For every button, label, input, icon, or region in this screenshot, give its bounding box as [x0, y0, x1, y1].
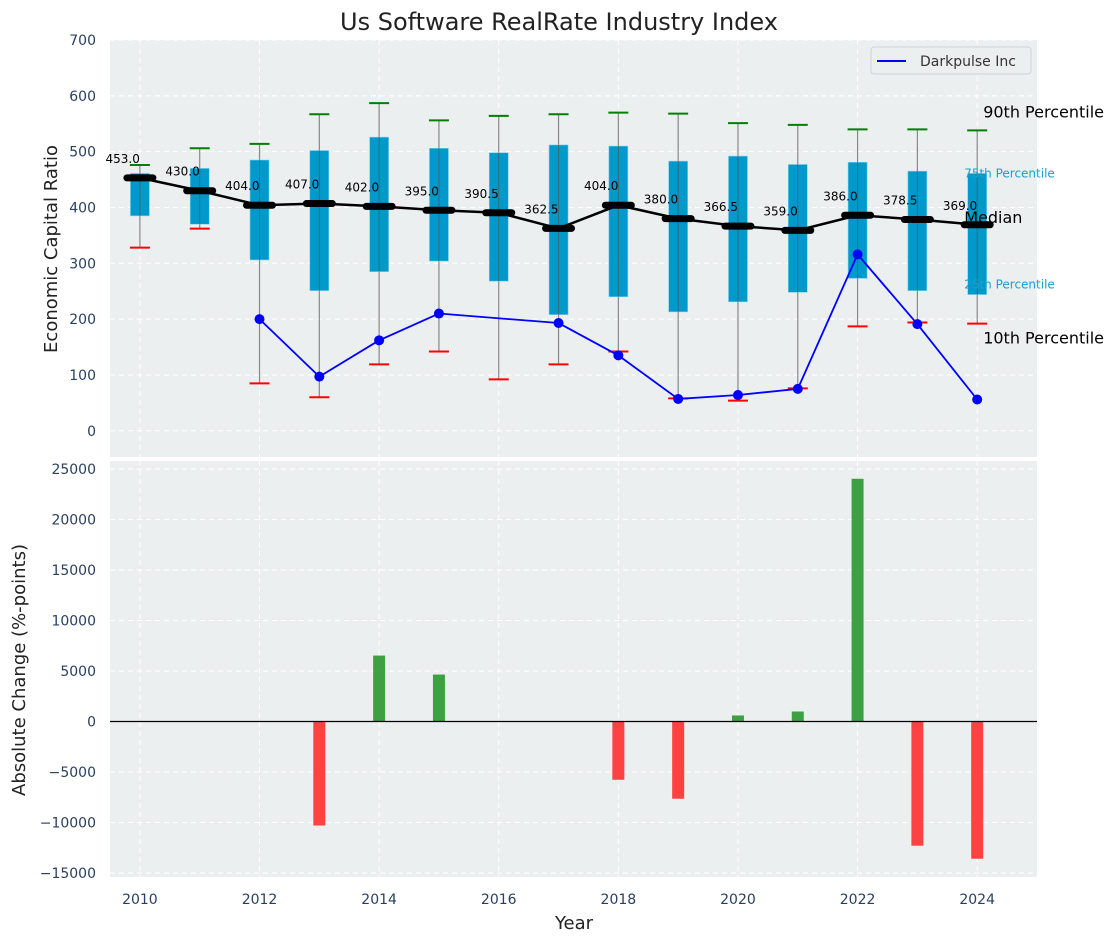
x-tick-label: 2010 — [122, 892, 158, 908]
median-value-label: 380.0 — [644, 193, 678, 207]
change-bar — [612, 721, 625, 780]
bottom-plot: 2010 2012 2014 2016 2018 2020 2022 2024 −15000 −1… — [40, 461, 1037, 908]
y-tick-label: 20000 — [51, 513, 96, 529]
median-value-label: 404.0 — [584, 179, 618, 193]
y-tick-label: 400 — [69, 200, 96, 216]
chart-title: Us Software RealRate Industry Index — [340, 8, 778, 36]
median-value-label: 430.0 — [165, 165, 199, 179]
top-plot: 0 100 200 300 400 500 600 700 453.0 430.0 404.0 407… — [69, 33, 1104, 457]
darkpulse-point — [673, 393, 684, 404]
y-tick-label: −10000 — [40, 815, 96, 831]
y-tick-label: −15000 — [40, 866, 96, 882]
change-bar — [672, 721, 685, 799]
darkpulse-point — [314, 371, 325, 382]
median-value-label: 402.0 — [345, 180, 379, 194]
annotation-p75: 75th Percentile — [964, 166, 1055, 180]
y-tick-label: 600 — [69, 89, 96, 105]
median-value-label: 386.0 — [823, 189, 857, 203]
darkpulse-point — [553, 318, 564, 329]
change-bar — [791, 711, 804, 722]
median-value-label: 395.0 — [405, 184, 439, 198]
change-bar — [911, 721, 924, 846]
x-axis-label: Year — [554, 913, 594, 934]
median-value-label: 378.5 — [883, 193, 917, 207]
median-value-label: 407.0 — [285, 178, 319, 192]
change-bar — [851, 478, 864, 722]
y-tick-label: 5000 — [60, 664, 96, 680]
darkpulse-line — [258, 252, 978, 401]
annotation-median: Median — [964, 208, 1022, 227]
darkpulse-point — [972, 394, 983, 405]
change-bar — [313, 721, 326, 826]
x-tick-label: 2012 — [242, 892, 278, 908]
x-tick-label: 2016 — [481, 892, 517, 908]
x-tick-label: 2020 — [720, 892, 756, 908]
bottom-plot-background — [110, 461, 1037, 877]
x-tick-label: 2022 — [840, 892, 876, 908]
top-y-axis-label: Economic Capital Ratio — [41, 145, 62, 353]
darkpulse-point — [792, 383, 803, 394]
y-tick-label: 100 — [69, 368, 96, 384]
y-tick-label: 500 — [69, 145, 96, 161]
legend-label-darkpulse: Darkpulse Inc — [920, 54, 1016, 70]
change-bar — [731, 715, 744, 722]
y-tick-label: 0 — [87, 715, 96, 731]
y-tick-label: 300 — [69, 256, 96, 272]
median-value-label: 362.5 — [524, 202, 558, 216]
y-tick-label: 0 — [87, 424, 96, 440]
annotation-p10: 10th Percentile — [983, 329, 1104, 348]
darkpulse-point — [852, 249, 863, 260]
darkpulse-point — [374, 335, 385, 346]
median-value-label: 390.5 — [464, 187, 498, 201]
y-tick-label: 25000 — [51, 462, 96, 478]
annotation-p25: 25th Percentile — [964, 278, 1055, 292]
y-tick-label: 10000 — [51, 614, 96, 630]
bottom-y-axis-label: Absolute Change (%-points) — [9, 544, 30, 796]
y-tick-label: 700 — [69, 33, 96, 49]
median-value-label: 359.0 — [763, 204, 797, 218]
x-tick-label: 2018 — [601, 892, 637, 908]
darkpulse-point — [433, 308, 444, 319]
darkpulse-point — [254, 314, 265, 325]
change-bar — [373, 655, 386, 722]
median-value-label: 369.0 — [943, 199, 977, 213]
darkpulse-point — [732, 390, 743, 401]
y-tick-label: 15000 — [51, 563, 96, 579]
darkpulse-point — [912, 319, 923, 330]
change-bar — [971, 721, 984, 859]
legend: Darkpulse Inc — [870, 46, 1032, 75]
median-value-label: 366.5 — [704, 200, 738, 214]
y-tick-label: −5000 — [49, 765, 96, 781]
median-value-label: 453.0 — [106, 152, 140, 166]
change-bar — [432, 674, 445, 722]
x-tick-label: 2024 — [959, 892, 995, 908]
top-plot-background — [110, 40, 1037, 457]
annotation-p90: 90th Percentile — [983, 102, 1104, 121]
median-value-label: 404.0 — [225, 179, 259, 193]
x-tick-label: 2014 — [361, 892, 397, 908]
darkpulse-point — [613, 350, 624, 361]
y-tick-label: 200 — [69, 312, 96, 328]
